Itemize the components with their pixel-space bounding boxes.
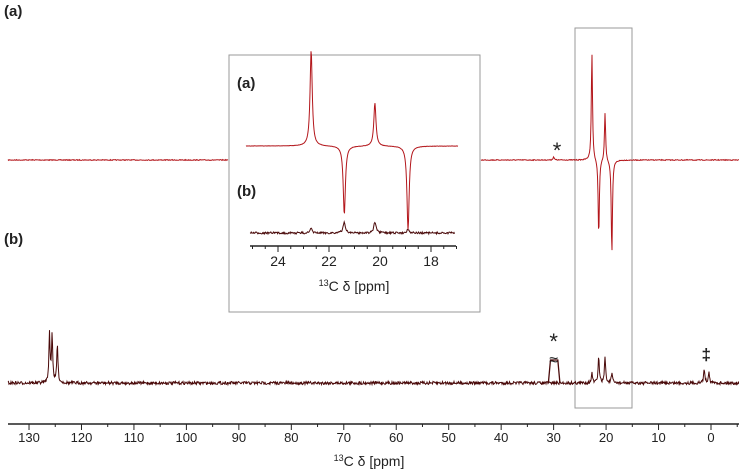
x-tick-label: 70 bbox=[337, 430, 351, 445]
series-b-broad-peak bbox=[547, 359, 561, 384]
x-tick-label: 110 bbox=[124, 430, 145, 445]
inset-x-axis-label: 13C δ [ppm] bbox=[319, 278, 390, 294]
inset-x-tick-label: 22 bbox=[321, 253, 337, 269]
x-tick-label: 50 bbox=[441, 430, 455, 445]
x-tick-label: 30 bbox=[546, 430, 560, 445]
inset-frame bbox=[228, 54, 481, 313]
series-a-line bbox=[7, 54, 739, 251]
x-tick-label: 100 bbox=[176, 430, 198, 445]
x-axis-label: 13C δ [ppm] bbox=[334, 453, 405, 469]
highlight-box bbox=[574, 27, 633, 409]
asterisk-annotation-b: * bbox=[549, 329, 558, 354]
x-tick-label: 90 bbox=[232, 430, 246, 445]
axis-break-symbol: ≈ bbox=[549, 352, 558, 369]
x-tick-label: 60 bbox=[389, 430, 403, 445]
x-tick-label: 0 bbox=[707, 430, 714, 445]
series-b-line bbox=[7, 330, 739, 387]
x-tick-label: 80 bbox=[284, 430, 298, 445]
double-dagger-annotation: ‡ bbox=[702, 345, 711, 364]
series-b-label: (b) bbox=[4, 231, 23, 248]
inset-x-tick-label: 18 bbox=[423, 253, 439, 269]
inset-series-a-line bbox=[245, 51, 459, 231]
inset-x-tick-label: 24 bbox=[270, 253, 286, 269]
inset-series-b-line bbox=[249, 219, 456, 236]
series-a-label: (a) bbox=[4, 3, 22, 20]
inset-series-b-label: (b) bbox=[237, 183, 256, 200]
x-tick-label: 130 bbox=[18, 430, 40, 445]
x-tick-label: 40 bbox=[494, 430, 508, 445]
inset-x-tick-label: 20 bbox=[372, 253, 388, 269]
x-tick-label: 120 bbox=[71, 430, 93, 445]
inset-series-a-label: (a) bbox=[237, 75, 255, 92]
x-tick-label: 20 bbox=[599, 430, 613, 445]
asterisk-annotation-a: * bbox=[553, 138, 562, 163]
x-tick-label: 10 bbox=[651, 430, 665, 445]
